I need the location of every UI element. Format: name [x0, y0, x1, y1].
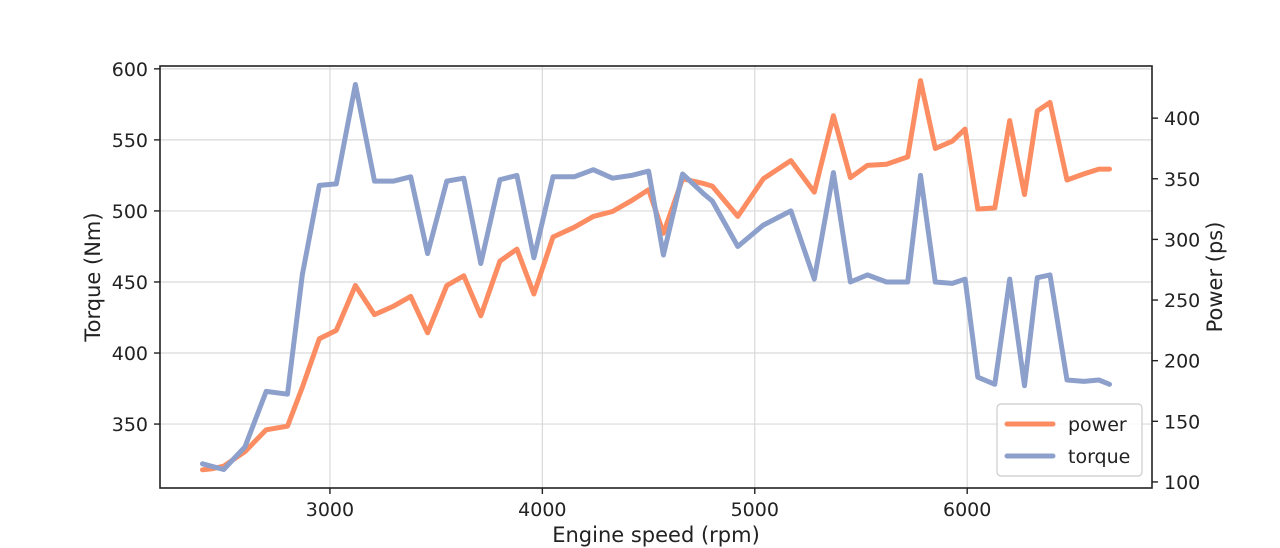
x-tick-label: 6000	[943, 499, 991, 521]
torque-line	[200, 82, 1112, 472]
y-left-tick-label: 400	[112, 343, 148, 365]
grid	[160, 66, 1152, 488]
y-right-tick-label: 250	[1164, 290, 1200, 312]
plot-area-frame	[159, 65, 1153, 489]
y-right-tick-label: 300	[1164, 229, 1200, 251]
y-right-tick-label: 100	[1164, 472, 1200, 494]
x-tick-label: 4000	[518, 499, 566, 521]
y-left-tick-label: 500	[112, 201, 148, 223]
x-axis-label: Engine speed (rpm)	[552, 523, 760, 547]
x-tick-label: 5000	[731, 499, 779, 521]
legend: power torque	[996, 403, 1143, 477]
y-right-tick-label: 400	[1164, 108, 1200, 130]
legend-label-torque: torque	[1068, 446, 1130, 468]
axis-ticks: 3000 4000 5000 6000 350 400 450 500 550 600 100 150…	[112, 59, 1201, 521]
y-left-tick-label: 550	[112, 130, 148, 152]
legend-label-power: power	[1068, 414, 1127, 436]
y-right-tick-label: 200	[1164, 351, 1200, 373]
x-tick-label: 3000	[306, 499, 354, 521]
y-left-tick-label: 600	[112, 59, 148, 81]
y-left-tick-label: 450	[112, 272, 148, 294]
y-axis-left-label: Torque (Nm)	[81, 212, 105, 342]
y-right-tick-label: 350	[1164, 169, 1200, 191]
y-right-tick-label: 150	[1164, 411, 1200, 433]
y-left-tick-label: 350	[112, 414, 148, 436]
power-line	[200, 78, 1112, 473]
series-lines	[200, 78, 1112, 473]
y-axis-right-label: Power (ps)	[1203, 222, 1227, 333]
